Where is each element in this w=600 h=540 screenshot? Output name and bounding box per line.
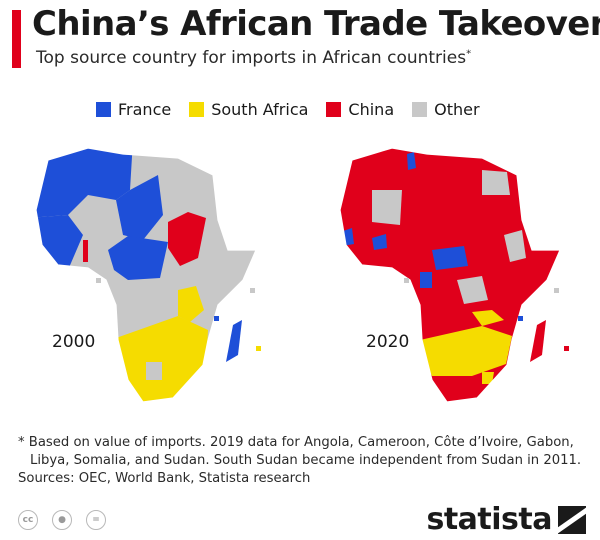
legend-label-other: Other — [434, 100, 480, 119]
region-northwest-france-2000 — [36, 148, 133, 218]
region-tanzania-south-africa-2000 — [178, 286, 204, 322]
footnote-line-2: Libya, Somalia, and Sudan. South Sudan b… — [30, 453, 582, 468]
region-north-france-2020 — [407, 152, 416, 170]
continent-outline-2000 — [35, 147, 257, 403]
year-label-2020: 2020 — [366, 332, 410, 352]
region-sahel-france-2000 — [116, 175, 163, 240]
year-label-2000: 2000 — [52, 332, 96, 352]
brand-logo-area[interactable]: statista — [426, 502, 586, 537]
legend-swatch-france — [96, 102, 111, 117]
region-horn-other-2020 — [504, 230, 526, 262]
madagascar-2020 — [530, 320, 546, 362]
region-eswatini-south-africa-2020 — [482, 372, 494, 384]
region-egypt-other-2020 — [482, 170, 510, 195]
statista-logo-icon — [558, 505, 586, 534]
legend-item-china: China — [326, 100, 394, 119]
legend-swatch-china — [326, 102, 342, 117]
brand-name: statista — [426, 502, 552, 537]
region-west-sahara-other-2020 — [372, 190, 402, 225]
island-comoros-2000 — [214, 316, 219, 321]
island-atlantic-2000 — [96, 278, 101, 283]
island-atlantic-2020 — [404, 278, 409, 283]
sources-line: Sources: OEC, World Bank, Statista resea… — [18, 471, 311, 486]
legend-item-france: France — [96, 100, 171, 119]
region-east-other-2020 — [457, 276, 488, 304]
title-accent-bar — [12, 10, 21, 68]
chart-subtitle: Top source country for imports in Africa… — [36, 48, 472, 68]
region-gabon-france-2020 — [420, 272, 432, 288]
island-comoros-2020 — [518, 316, 523, 321]
legend-label-france: France — [118, 100, 172, 119]
island-mauritius-2000 — [256, 346, 261, 351]
region-east-south-africa-2020 — [472, 310, 504, 326]
region-west-coast-france-2020 — [372, 234, 387, 250]
nd-icon[interactable]: = — [86, 510, 106, 530]
continent-outline-2020 — [339, 147, 561, 403]
chart-title: China’s African Trade Takeover — [32, 4, 600, 44]
cc-icon[interactable]: cc — [18, 510, 38, 530]
region-southern-south-africa-2020 — [420, 326, 512, 376]
region-central-france-2020 — [432, 246, 468, 270]
region-central-france-2000 — [108, 236, 168, 280]
madagascar-2000 — [226, 320, 242, 362]
legend-swatch-south-africa — [189, 102, 205, 117]
footnote: * Based on value of imports. 2019 data f… — [18, 434, 588, 488]
legend: France South Africa China Other — [96, 100, 480, 119]
by-icon[interactable]: ● — [52, 510, 72, 530]
island-indian-ocean-2000 — [250, 288, 255, 293]
region-west-small-china-2000 — [83, 240, 88, 262]
island-indian-ocean-2020 — [554, 288, 559, 293]
region-west-france-2020 — [340, 228, 354, 246]
africa-map-2000 — [35, 147, 261, 403]
maps-area: 2000 2020 — [0, 140, 600, 420]
footnote-line-1: * Based on value of imports. 2019 data f… — [18, 435, 574, 450]
region-south-africa-self-2000 — [146, 362, 162, 380]
africa-map-2020 — [339, 147, 569, 403]
legend-label-south-africa: South Africa — [211, 100, 309, 119]
legend-label-china: China — [348, 100, 395, 119]
region-sudan-china-2000 — [168, 212, 206, 266]
legend-swatch-other — [412, 102, 428, 117]
license-icons: cc ● = — [18, 510, 106, 530]
island-mauritius-2020 — [564, 346, 569, 351]
legend-item-south-africa: South Africa — [189, 100, 308, 119]
legend-item-other: Other — [412, 100, 480, 119]
region-southern-south-africa-2000 — [116, 316, 208, 402]
